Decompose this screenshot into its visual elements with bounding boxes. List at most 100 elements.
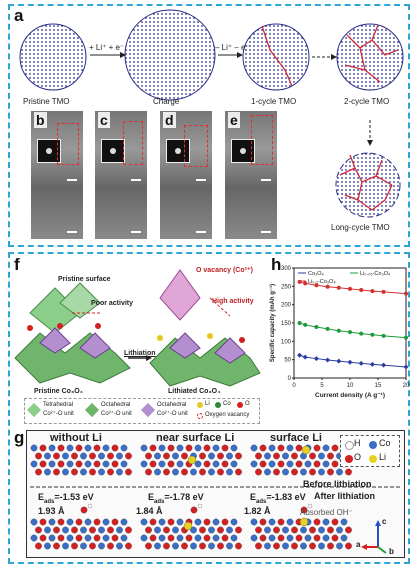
co-atom xyxy=(48,444,56,452)
data-point xyxy=(369,361,375,367)
data-point xyxy=(370,289,375,294)
co-atom xyxy=(208,526,215,534)
co-atom xyxy=(80,542,87,550)
co-atom xyxy=(172,526,179,534)
data-point xyxy=(314,325,319,330)
o-atom xyxy=(167,460,175,468)
o-atom xyxy=(35,526,42,534)
o-atom xyxy=(39,444,47,452)
o-atom xyxy=(181,452,188,460)
li-atom xyxy=(187,455,197,465)
stage-label-long-cycle: Long-cycle TMO xyxy=(331,223,390,232)
co-atom xyxy=(116,542,123,550)
panel-a-frame xyxy=(8,4,410,247)
y-tick-label: 0 xyxy=(288,376,292,382)
legend-entry: Li₀.₀₅-Co₃O₄ xyxy=(360,271,391,277)
o-atom xyxy=(181,468,188,476)
co-atom xyxy=(30,460,38,468)
o-atom xyxy=(71,468,78,476)
co-atom xyxy=(62,452,69,460)
co-atom xyxy=(44,468,51,476)
o-atom xyxy=(107,542,114,550)
o-atom xyxy=(107,452,114,460)
o-atom xyxy=(185,534,193,542)
legend-vacancy: Oxygen vacancy xyxy=(205,412,250,418)
legend-octahedral-2: Octahedral xyxy=(157,402,187,408)
o-atom xyxy=(149,518,157,526)
axis-a-label: a xyxy=(356,540,361,549)
o-atom xyxy=(273,468,280,476)
o-atom xyxy=(167,534,175,542)
o-atom xyxy=(295,460,303,468)
o-atom xyxy=(149,534,157,542)
o-atom xyxy=(313,518,321,526)
o-atom xyxy=(345,526,352,534)
series-line xyxy=(299,354,407,368)
g-title-surface-li: surface Li xyxy=(270,432,322,444)
o-atom xyxy=(259,518,267,526)
co-atom xyxy=(48,534,56,542)
o-atom xyxy=(199,452,206,460)
o-atom xyxy=(39,534,47,542)
li-g-legend-icon xyxy=(369,455,377,463)
o-atom xyxy=(163,452,170,460)
o-atom xyxy=(221,534,229,542)
co-atom xyxy=(268,534,276,542)
co-atom xyxy=(300,526,307,534)
co-atom xyxy=(282,468,289,476)
co-atom xyxy=(300,468,307,476)
co-atom xyxy=(208,452,215,460)
co-atom xyxy=(190,526,197,534)
after-lithiation-label: After lithiation xyxy=(314,491,375,501)
o-atom xyxy=(291,526,298,534)
o-atom xyxy=(107,468,114,476)
axis-b-label: b xyxy=(389,547,394,556)
o-atom xyxy=(145,526,152,534)
co-atom xyxy=(226,526,233,534)
co-atom xyxy=(84,518,92,526)
o-atom xyxy=(125,542,132,550)
panel-fgh-frame xyxy=(8,252,410,564)
co-atom xyxy=(208,468,215,476)
data-point xyxy=(325,357,331,363)
o-atom xyxy=(273,526,280,534)
co-atom xyxy=(158,444,166,452)
o-atom xyxy=(291,468,298,476)
co-atom xyxy=(264,526,271,534)
co-atom xyxy=(176,534,184,542)
x-tick-label: 0 xyxy=(292,383,296,389)
o-atom xyxy=(93,444,101,452)
h-atom xyxy=(87,503,93,509)
co-atom xyxy=(176,460,184,468)
co-atom xyxy=(212,518,220,526)
co-atom xyxy=(116,468,123,476)
o-atom xyxy=(309,526,316,534)
co-atom xyxy=(98,468,105,476)
co-atom xyxy=(264,542,271,550)
co-legend-icon xyxy=(215,402,221,408)
o-atom xyxy=(345,468,352,476)
co-atom xyxy=(44,526,51,534)
o-atom xyxy=(53,542,60,550)
co-atom xyxy=(120,460,128,468)
o-atom xyxy=(277,460,285,468)
o-atom xyxy=(163,542,170,550)
y-tick-label: 300 xyxy=(281,266,292,272)
co-atom xyxy=(212,444,220,452)
o-atom xyxy=(217,452,224,460)
co-atom xyxy=(212,460,220,468)
o-vacancy-label: O vacancy (Co²⁺) xyxy=(196,267,253,274)
o-atom xyxy=(125,452,132,460)
o-atom xyxy=(190,506,198,514)
o-atom xyxy=(75,460,83,468)
o-atom xyxy=(327,542,334,550)
co-atom xyxy=(158,534,166,542)
co-atom xyxy=(44,452,51,460)
o-atom xyxy=(295,534,303,542)
co-atom xyxy=(304,534,312,542)
co-atom xyxy=(48,460,56,468)
o-atom xyxy=(345,542,352,550)
g-legend-o: O xyxy=(354,452,362,462)
co-atom xyxy=(140,534,148,542)
o-atom xyxy=(53,526,60,534)
